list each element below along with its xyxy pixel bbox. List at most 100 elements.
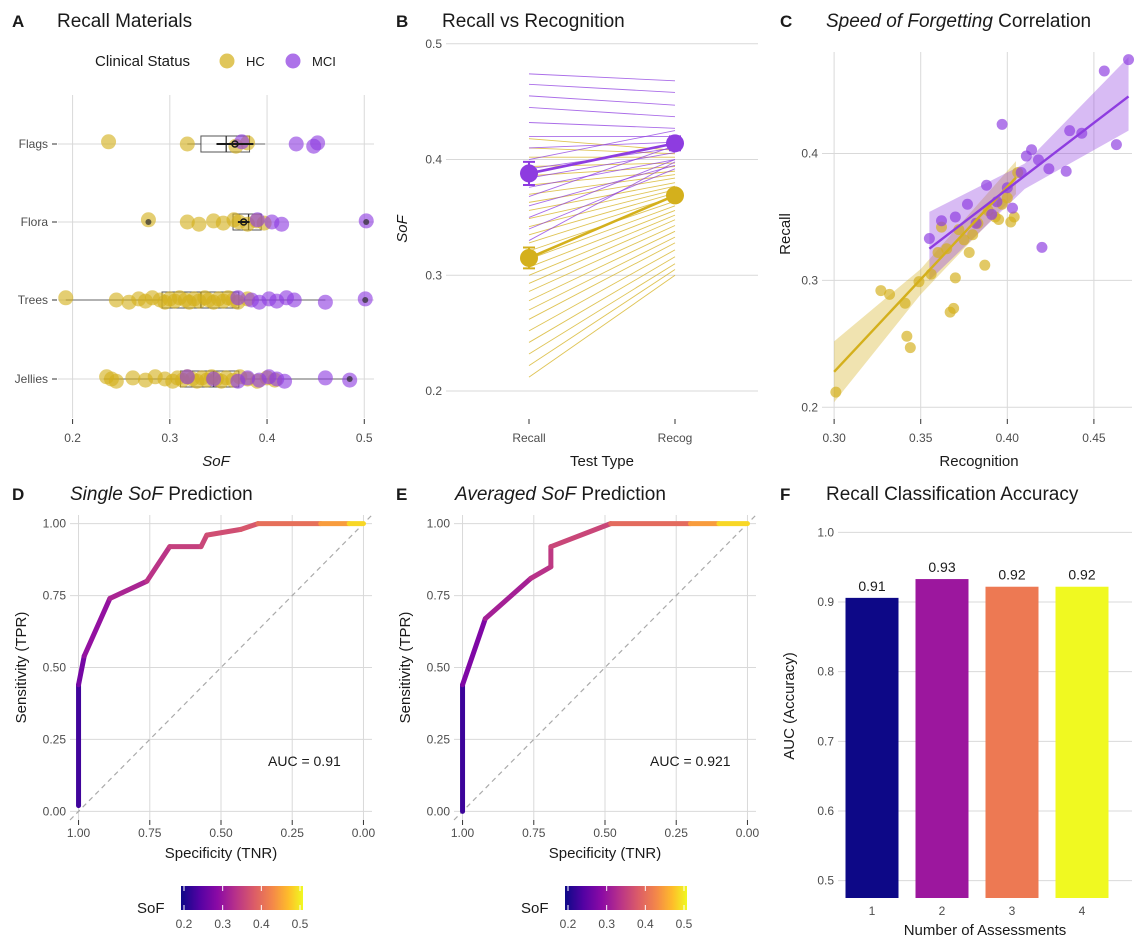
x-tick-label: 4: [1079, 904, 1086, 918]
y-tick-label: Trees: [18, 293, 48, 307]
colorbar-e-gradient: [565, 886, 687, 910]
roc-curve-segment: [238, 521, 261, 532]
subject-line-mci: [528, 95, 676, 106]
data-point-hc: [1001, 192, 1013, 204]
x-tick-label: 0.50: [209, 826, 233, 840]
subject-line-mci: [528, 73, 676, 82]
data-point-mci: [230, 290, 246, 306]
x-tick-label: 0.5: [356, 431, 373, 445]
subject-line-hc: [528, 214, 676, 276]
subject-line-hc: [528, 236, 676, 311]
colorbar-tick-label: 0.4: [253, 917, 270, 931]
data-point-hc: [979, 259, 991, 271]
y-tick-label: Jellies: [15, 372, 48, 386]
data-point-mci: [249, 212, 265, 228]
panel-e-letter: E: [396, 485, 407, 504]
data-point-hc: [108, 292, 124, 308]
data-point-mci: [206, 371, 222, 387]
colorbar-tick-label: 0.3: [598, 917, 615, 931]
x-tick-label: Recall: [512, 431, 545, 445]
data-point-hc: [904, 342, 916, 354]
x-axis-title: Specificity (TNR): [165, 845, 278, 862]
data-point-mci: [1007, 202, 1019, 214]
outlier-dot: [346, 376, 353, 382]
data-point-mci: [1110, 139, 1122, 151]
mean-line-mci: [528, 142, 676, 175]
x-tick-label: 0.75: [522, 826, 546, 840]
y-axis-title: SoF: [394, 214, 411, 242]
mean-marker: [231, 140, 239, 148]
panel-d: D Single SoF Prediction 1.00 0.75 0.50 0.25…: [12, 484, 375, 931]
fit-line-hc: [833, 176, 1017, 373]
x-tick-label: 0.45: [1082, 431, 1106, 445]
subject-line-mci: [528, 159, 676, 188]
data-point-mci: [961, 198, 973, 210]
x-tick-label: 3: [1009, 904, 1016, 918]
subject-line-mci: [528, 122, 676, 129]
y-tick-label: 0.50: [43, 661, 67, 675]
y-axis-title: Recall: [777, 213, 794, 255]
y-tick-label: Flags: [19, 137, 48, 151]
x-axis-title: Recognition: [939, 453, 1018, 470]
data-point-hc: [948, 302, 960, 314]
x-tick-label: 0.00: [736, 826, 760, 840]
panel-b-letter: B: [396, 12, 408, 31]
bar-1: [845, 597, 899, 898]
colorbar-e-ticks: 0.2 0.3 0.4 0.5: [560, 886, 693, 931]
x-tick-label: 0.00: [352, 826, 376, 840]
subject-line-mci: [528, 130, 676, 160]
colorbar-tick-label: 0.5: [676, 917, 693, 931]
confidence-band-hc: [834, 161, 1016, 403]
subject-line-mci: [528, 83, 676, 93]
subject-line-hc: [528, 196, 676, 244]
roc-curve-segment: [204, 526, 244, 538]
panel-b: B Recall vs Recognition 0.2 0.3 0.4 0.5 SoF R…: [394, 11, 758, 470]
panel-f: F Recall Classification Accuracy 0.50.60…: [780, 484, 1132, 939]
x-tick-label: 0.25: [665, 826, 689, 840]
data-point-hc: [967, 229, 979, 241]
roc-curve-segment: [107, 578, 150, 601]
panel-c-plot: 0.2 0.3 0.4 0.30 0.35 0.40 0.45 Recognition Reca…: [777, 52, 1135, 470]
subject-line-hc: [528, 269, 676, 366]
subject-line-hc: [528, 242, 676, 320]
panel-e-title-italic: Averaged SoF: [454, 484, 578, 505]
x-tick-label: 0.3: [161, 431, 178, 445]
x-tick-label: 1.00: [451, 826, 475, 840]
data-point-hc: [179, 214, 195, 230]
x-tick-label: 0.40: [996, 431, 1020, 445]
data-point-mci: [1043, 163, 1055, 175]
data-point-hc: [932, 246, 944, 258]
y-tick-label: 0.9: [817, 595, 834, 609]
y-tick-label: 0.7: [817, 734, 834, 748]
panel-e-plot: 1.00 0.75 0.50 0.25 0.00 0.00 0.25 0.50 0.75 1.00…: [397, 514, 760, 862]
roc-curve-segment: [144, 544, 173, 584]
data-point-hc: [901, 330, 913, 342]
y-tick-label: 0.50: [427, 661, 451, 675]
data-point-mci: [1026, 144, 1038, 156]
y-tick-label: 1.00: [427, 517, 451, 531]
legend-label-hc: HC: [246, 54, 265, 69]
data-point-hc: [191, 216, 207, 232]
mean-point-mci: [520, 164, 538, 183]
y-tick-label: Flora: [21, 215, 49, 229]
subject-line-hc: [528, 249, 676, 332]
y-tick-label: 0.3: [801, 273, 818, 287]
panel-a-letter: A: [12, 12, 24, 31]
data-point-mci: [986, 208, 998, 220]
data-point-hc: [830, 386, 842, 398]
outlier-dot: [145, 219, 152, 225]
mean-point-mci: [666, 134, 684, 153]
x-tick-label: 1.00: [67, 826, 91, 840]
data-point-mci: [949, 211, 961, 223]
x-tick-label: 0.50: [593, 826, 617, 840]
bar-value-label: 0.93: [928, 559, 955, 575]
subject-line-mci: [528, 161, 676, 241]
subject-line-hc: [528, 177, 676, 203]
data-point-mci: [1064, 125, 1076, 137]
subject-line-mci: [528, 168, 676, 230]
bar-3: [985, 586, 1039, 898]
mean-point-hc: [666, 186, 684, 205]
bar-value-label: 0.92: [1068, 567, 1095, 583]
bar-2: [915, 579, 969, 898]
outlier-dot: [362, 297, 369, 303]
